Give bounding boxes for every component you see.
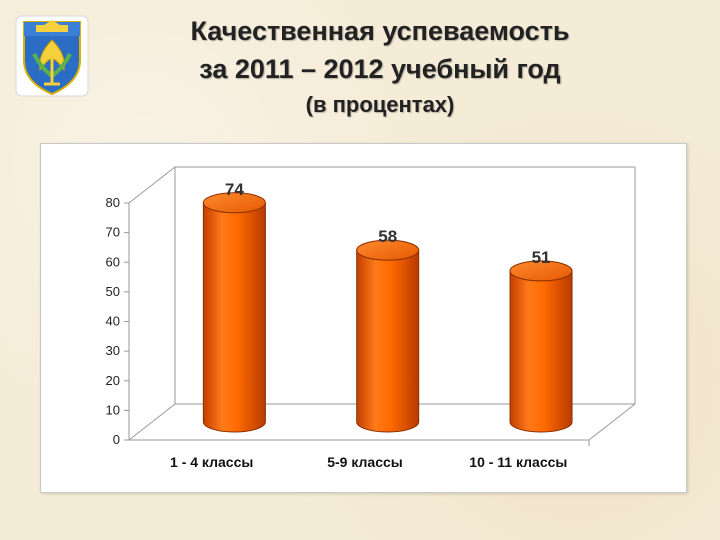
y-tick-label: 40 (106, 314, 120, 329)
bar-body (356, 249, 420, 433)
y-tick-label: 70 (106, 225, 120, 240)
y-tick-label: 80 (106, 195, 120, 210)
bar-top (356, 239, 420, 261)
chart-panel: 0 10 20 30 40 50 60 70 80 74 58 51 1 - 4 классы 5-9… (40, 143, 687, 493)
side-wall (128, 166, 176, 441)
category-label: 5-9 классы (327, 454, 403, 470)
slide-subtitle: (в процентах) (305, 92, 455, 117)
data-labels: 74 58 51 (225, 180, 551, 267)
data-label: 74 (225, 180, 244, 199)
bar-top (202, 192, 266, 214)
category-label: 10 - 11 классы (469, 454, 567, 470)
y-tick-label: 30 (106, 343, 120, 358)
y-tick-label: 10 (106, 402, 120, 417)
slide-title-line2: за 2011 – 2012 учебный год (199, 54, 561, 84)
chart-bars (202, 192, 573, 433)
y-tick-label: 50 (106, 284, 120, 299)
bar-body (509, 270, 573, 433)
data-label: 58 (378, 227, 397, 246)
y-tick-label: 20 (106, 373, 120, 388)
bar-body (202, 202, 266, 433)
bar (509, 260, 573, 433)
bar (202, 192, 266, 433)
y-tick-label: 60 (106, 254, 120, 269)
data-label: 51 (532, 248, 551, 267)
bar-chart: 0 10 20 30 40 50 60 70 80 74 58 51 1 - 4 классы 5-9… (106, 166, 636, 470)
category-label: 1 - 4 классы (170, 454, 253, 470)
y-tick-labels: 0 10 20 30 40 50 60 70 80 (106, 195, 129, 447)
slide-title-line1: Качественная успеваемость (190, 16, 570, 46)
bar (356, 239, 420, 433)
category-labels: 1 - 4 классы 5-9 классы 10 - 11 классы (170, 454, 567, 470)
y-tick-label: 0 (113, 432, 120, 447)
coat-of-arms-icon (14, 14, 90, 98)
bar-top (509, 260, 573, 282)
floor (129, 403, 636, 446)
